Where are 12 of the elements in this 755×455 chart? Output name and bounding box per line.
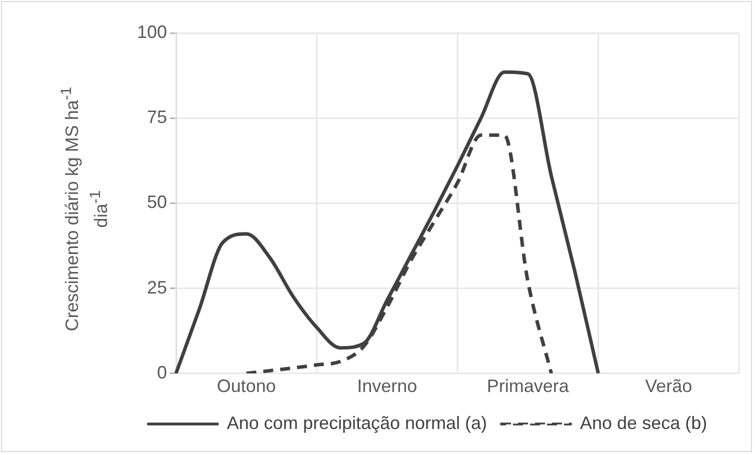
y-tick-label: 100 xyxy=(136,22,167,42)
x-tick-label: Primavera xyxy=(486,376,570,396)
legend-label: Ano com precipitação normal (a) xyxy=(226,412,488,433)
line-series xyxy=(174,70,600,374)
y-tick-label: 75 xyxy=(146,107,167,128)
x-tick-label: Inverno xyxy=(357,376,418,396)
y-tick-label: 25 xyxy=(146,277,167,298)
y-tick-label: 50 xyxy=(146,192,167,212)
x-tick-label: Outono xyxy=(216,376,276,396)
y-tick-label: 0 xyxy=(156,362,167,382)
legend-label: Ano de seca (b) xyxy=(580,412,708,433)
x-tick-label: Verão xyxy=(645,376,692,396)
